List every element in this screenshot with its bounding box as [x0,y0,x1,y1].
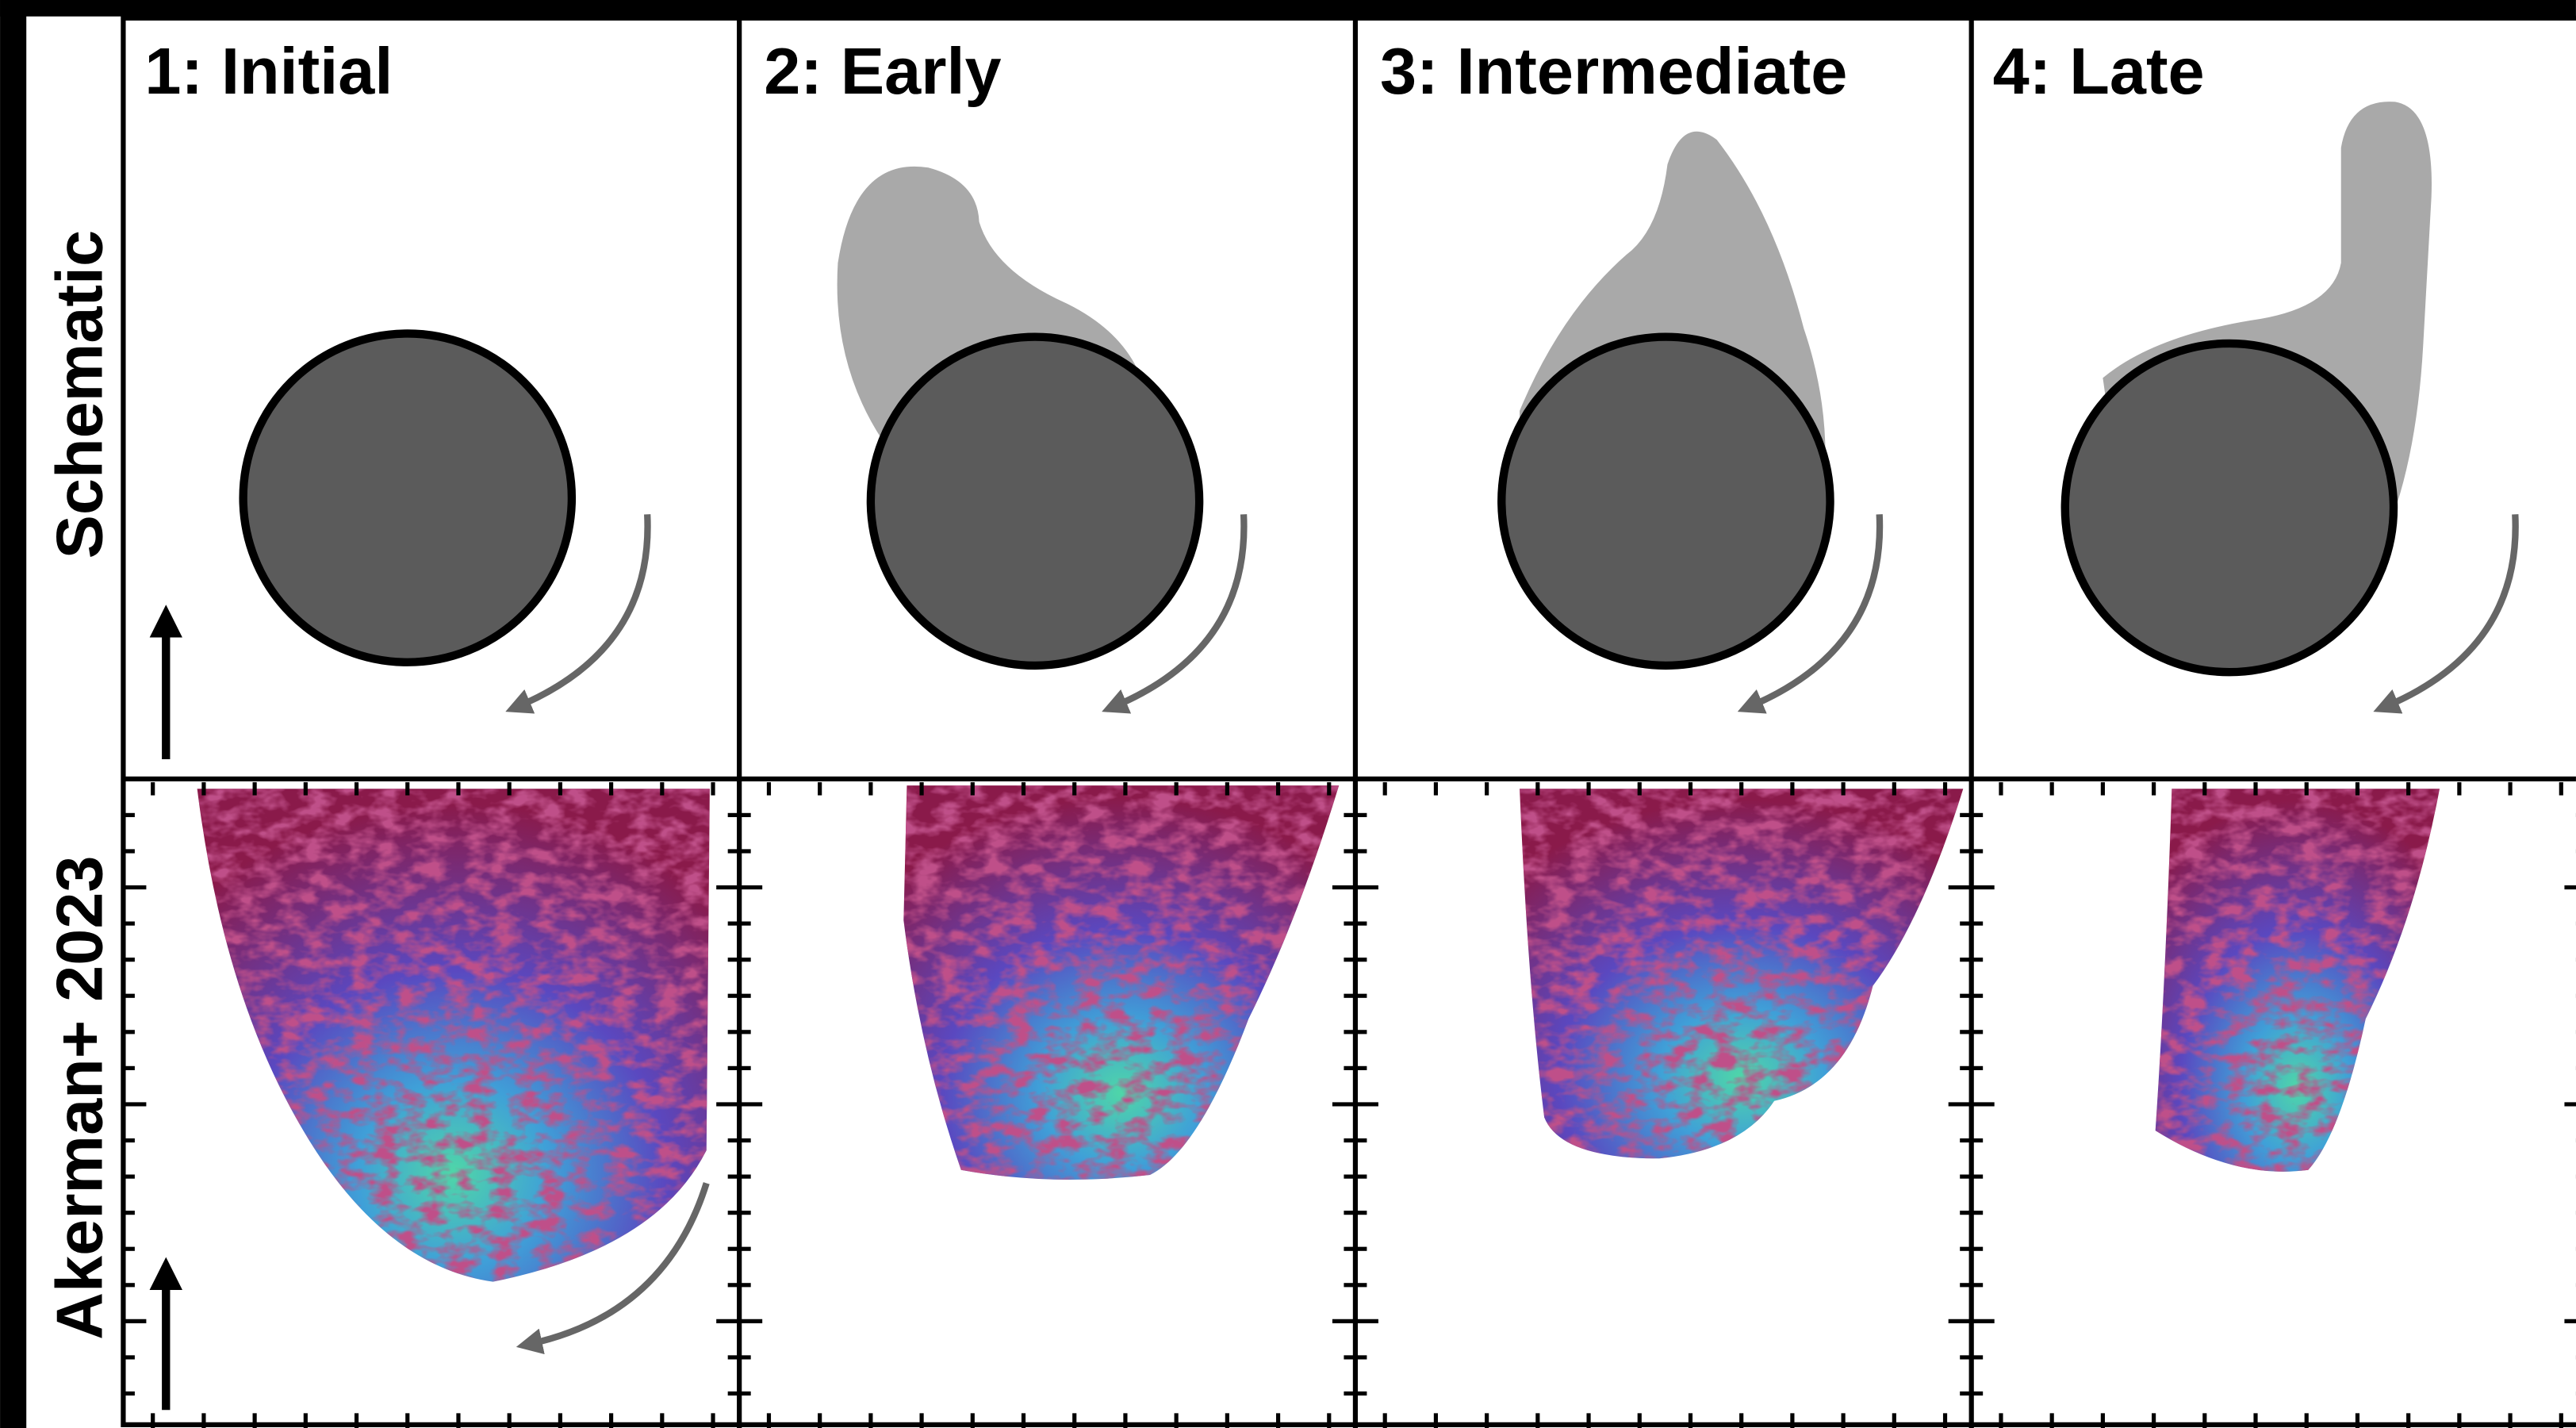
planet [239,329,577,666]
simulation-blob [1520,789,1964,1159]
panel-title: 3: Intermediate [1380,34,1847,108]
simulation-row [149,785,2440,1411]
schematic-row [149,102,2519,759]
row-label: Schematic [42,230,116,559]
planet [1497,332,1834,670]
panel-title: 1: Initial [144,34,393,108]
rotation-arrow [1737,514,1884,714]
left-band [0,0,27,1428]
simulation-blob [2155,789,2440,1172]
panel-frames [121,15,2576,1428]
rotation-arrow [2373,514,2519,714]
panel-title: 4: Late [1993,34,2205,108]
rotation-arrow [1102,514,1248,714]
planet [2060,339,2398,677]
rotation-arrow [505,514,651,714]
simulation-blob [903,785,1340,1180]
panel-title: 2: Early [764,34,1001,108]
rotation-arrow [516,1182,710,1355]
row-label: Akerman+ 2023 [42,856,116,1340]
simulation-blob [197,789,710,1282]
top-band [0,0,2576,17]
planet [866,332,1204,670]
